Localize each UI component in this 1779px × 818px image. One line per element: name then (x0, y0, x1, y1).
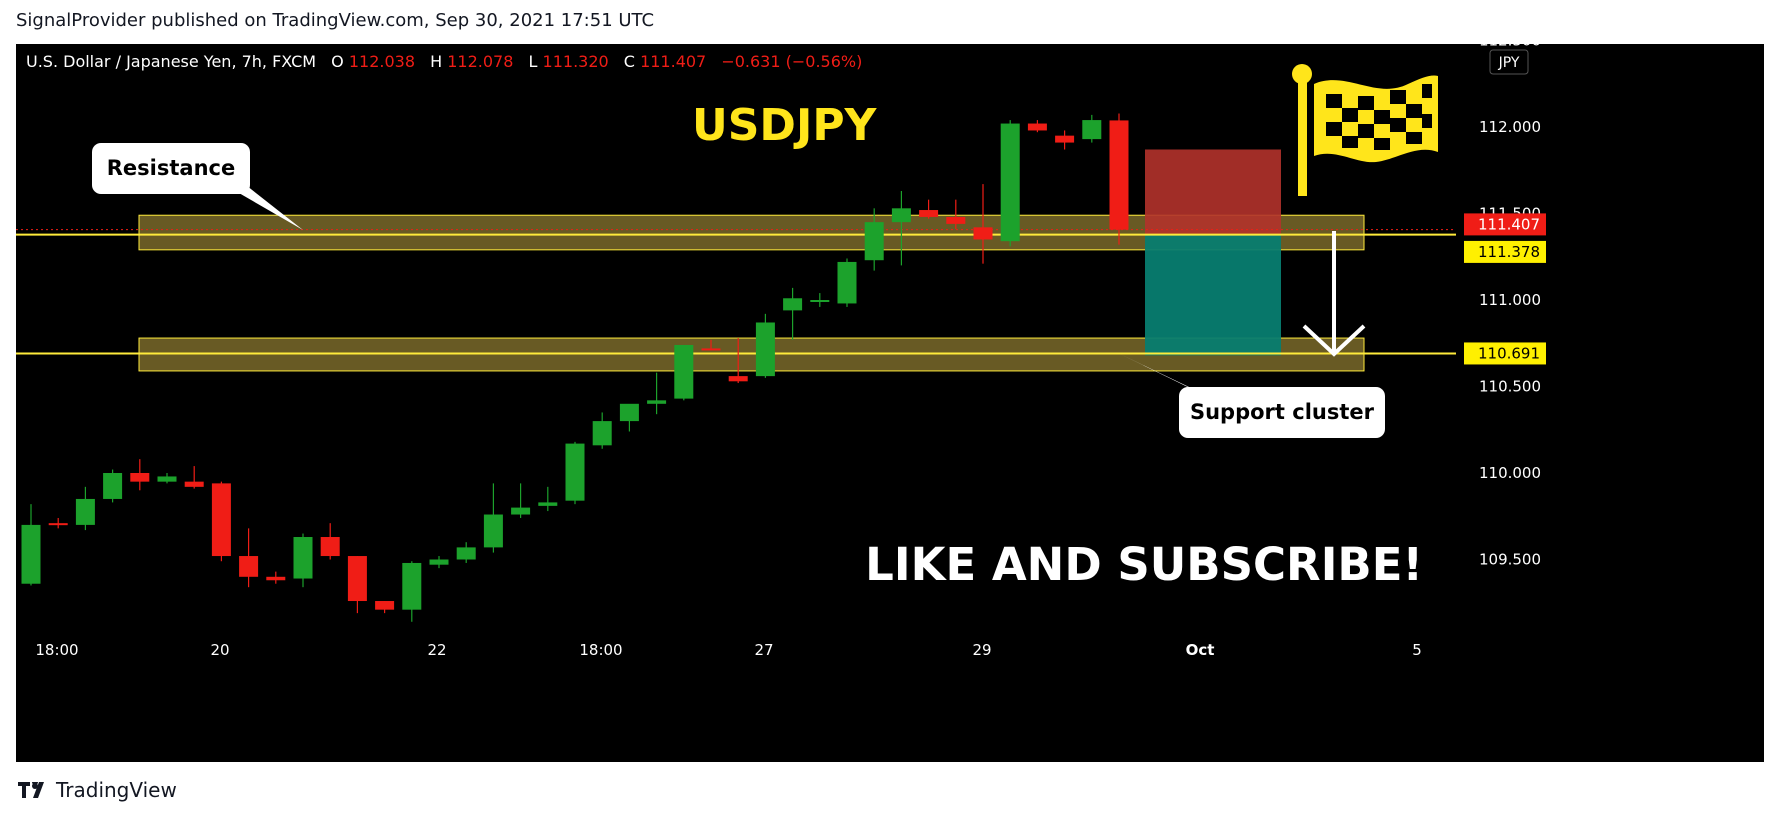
candle-down[interactable] (211, 483, 231, 557)
candle-up[interactable] (864, 222, 884, 261)
candle-down[interactable] (701, 348, 721, 351)
tradingview-logo-icon[interactable] (18, 782, 48, 798)
price-badges: 111.407 111.378 110.691 (1464, 213, 1546, 365)
candle-up[interactable] (891, 208, 911, 223)
current-price-badge (1464, 213, 1546, 236)
candle-down[interactable] (1055, 135, 1075, 143)
legend-low-label: L (529, 52, 538, 71)
time-tick-label: 5 (1412, 641, 1422, 659)
legend-high-value: 112.078 (447, 52, 513, 71)
candle-up[interactable] (647, 400, 667, 404)
time-tick-label: Oct (1186, 641, 1215, 659)
legend-close-value: 111.407 (640, 52, 706, 71)
support-price-badge-label: 110.691 (1478, 344, 1540, 362)
candle-up[interactable] (103, 473, 123, 499)
candle-up[interactable] (293, 537, 313, 579)
time-tick-label: 29 (972, 641, 991, 659)
candle-up[interactable] (837, 261, 857, 304)
candle-up[interactable] (674, 344, 694, 399)
candle-up[interactable] (619, 403, 639, 422)
candle-up[interactable] (1082, 120, 1102, 140)
candle-down[interactable] (973, 227, 993, 240)
candle-down[interactable] (946, 216, 966, 224)
price-tick-label: 110.500 (1479, 378, 1541, 396)
currency-label: JPY (1498, 55, 1520, 71)
legend-low-value: 111.320 (543, 52, 609, 71)
candle-down[interactable] (1027, 123, 1047, 131)
candle-down[interactable] (347, 556, 367, 602)
candle-down[interactable] (266, 576, 286, 581)
support-callout[interactable] (1179, 387, 1385, 438)
candle-down[interactable] (375, 601, 395, 610)
support-price-badge (1464, 342, 1546, 365)
legend-close-label: C (624, 52, 635, 71)
price-tick-label: 112.000 (1479, 118, 1541, 136)
legend-change: −0.631 (−0.56%) (721, 52, 862, 71)
price-tick-label: 109.500 (1479, 551, 1541, 569)
candle-up[interactable] (429, 559, 449, 565)
price-axis[interactable]: 112.500112.000111.500111.000110.500110.0… (1479, 44, 1541, 569)
candle-up[interactable] (810, 300, 830, 302)
candle-up[interactable] (456, 547, 476, 560)
stop-loss-area[interactable] (1145, 149, 1281, 235)
legend-high-label: H (430, 52, 442, 71)
support-label: Support cluster (1190, 400, 1375, 424)
candle-down[interactable] (728, 376, 748, 382)
candle-up[interactable] (783, 298, 803, 311)
candle-down[interactable] (320, 537, 340, 557)
candle-down[interactable] (919, 210, 939, 217)
candle-up[interactable] (1000, 123, 1020, 242)
support-callout-pointer (1118, 353, 1212, 398)
checkered-flag-icon (1292, 64, 1438, 196)
candle-up[interactable] (75, 498, 95, 525)
footer-brand[interactable]: TradingView (56, 778, 177, 802)
candle-up[interactable] (755, 322, 775, 377)
legend-line: U.S. Dollar / Japanese Yen, 7h, FXCM O 1… (26, 52, 862, 71)
candle-up[interactable] (402, 562, 422, 610)
subscribe-cta: LIKE AND SUBSCRIBE! (865, 538, 1423, 591)
take-profit-area[interactable] (1145, 234, 1281, 356)
chart-title: USDJPY (692, 100, 878, 151)
time-tick-label: 20 (210, 641, 229, 659)
candle-down[interactable] (239, 556, 259, 577)
chart-area[interactable]: U.S. Dollar / Japanese Yen, 7h, FXCM O 1… (16, 44, 1764, 762)
legend-open-label: O (331, 52, 344, 71)
time-axis[interactable]: 18:00 20 22 18:00 27 29 Oct 5 (35, 641, 1421, 659)
candle-up[interactable] (592, 421, 612, 446)
time-tick-label: 18:00 (579, 641, 622, 659)
resistance-callout[interactable] (92, 143, 250, 194)
legend-open-value: 112.038 (349, 52, 415, 71)
candle-down[interactable] (1109, 120, 1129, 230)
time-tick-label: 27 (754, 641, 773, 659)
time-tick-label: 18:00 (35, 641, 78, 659)
candlestick-series (21, 113, 1129, 622)
footer: TradingView (18, 778, 177, 802)
candle-up[interactable] (483, 514, 503, 548)
currency-badge[interactable] (1489, 49, 1529, 75)
price-tick-label: 110.000 (1479, 464, 1541, 482)
resistance-price-badge (1464, 240, 1546, 263)
current-price-badge-label: 111.407 (1478, 215, 1540, 233)
candle-down[interactable] (184, 481, 204, 487)
candle-up[interactable] (565, 443, 585, 501)
candle-up[interactable] (21, 524, 41, 584)
time-tick-label: 22 (427, 641, 446, 659)
price-chart[interactable]: U.S. Dollar / Japanese Yen, 7h, FXCM O 1… (16, 44, 1764, 762)
candle-down[interactable] (48, 523, 68, 526)
published-caption: SignalProvider published on TradingView.… (16, 10, 655, 31)
resistance-label: Resistance (107, 156, 235, 180)
candle-up[interactable] (157, 476, 177, 482)
legend-symbol: U.S. Dollar / Japanese Yen, 7h, FXCM (26, 52, 316, 71)
resistance-price-badge-label: 111.378 (1478, 243, 1540, 261)
candle-up[interactable] (511, 507, 531, 515)
price-tick-label: 111.000 (1479, 291, 1541, 309)
down-arrow-icon[interactable] (1302, 231, 1366, 357)
candle-down[interactable] (130, 473, 150, 482)
candle-up[interactable] (538, 502, 558, 506)
price-tick-label: 112.500 (1479, 44, 1541, 50)
